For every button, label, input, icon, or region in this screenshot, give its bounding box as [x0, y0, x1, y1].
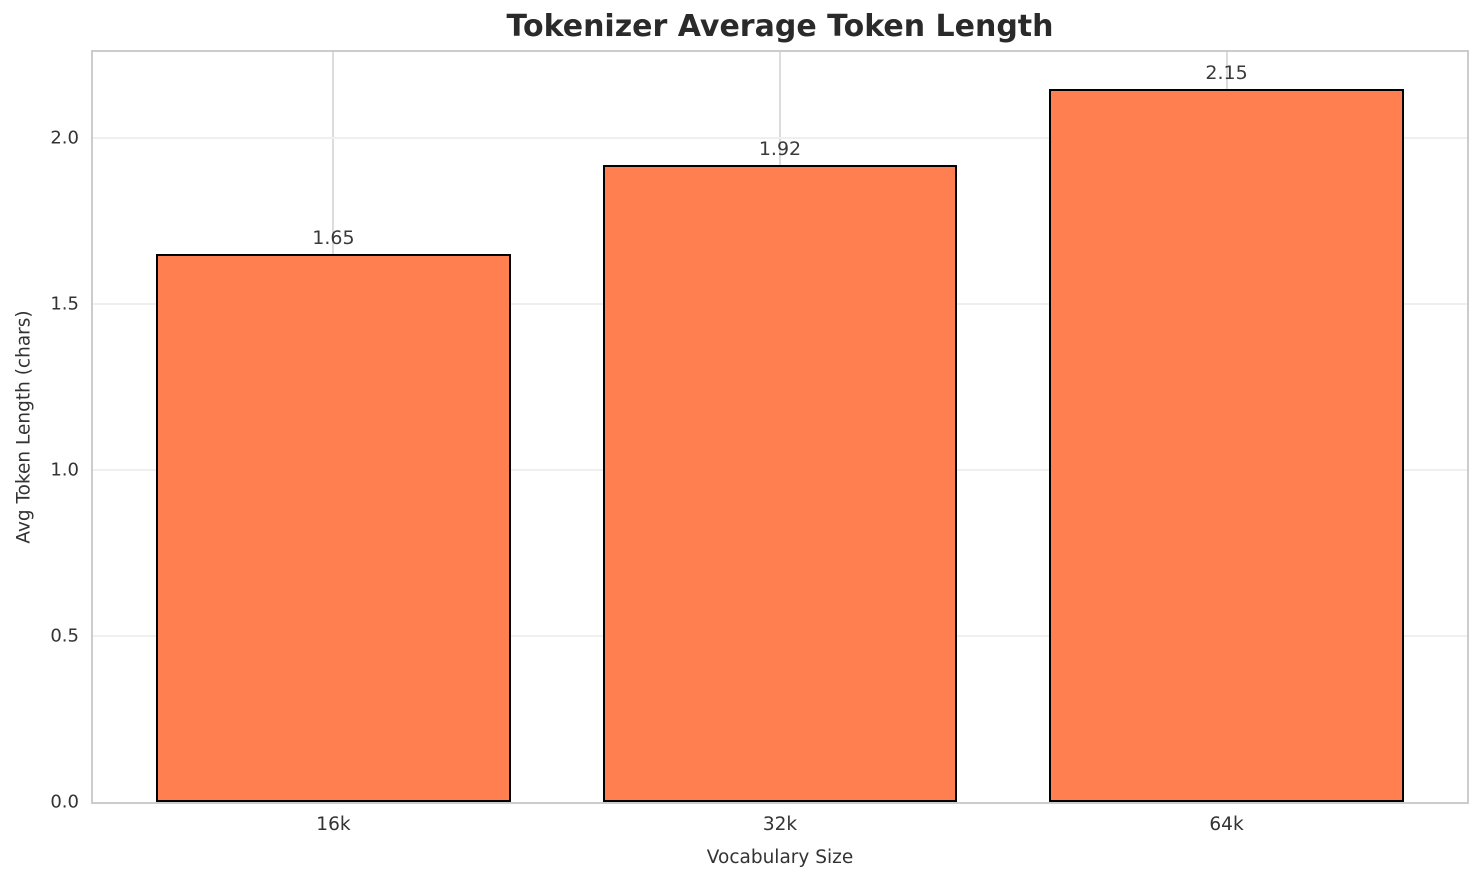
y-tick-label: 1.5: [50, 293, 79, 315]
chart-title: Tokenizer Average Token Length: [506, 9, 1054, 44]
y-tick-label: 1.0: [50, 459, 79, 481]
x-axis-label: Vocabulary Size: [706, 847, 854, 868]
y-axis-label-text: Avg Token Length (chars): [13, 310, 35, 544]
bar-value-label: 2.15: [1205, 61, 1248, 84]
x-tick-label-64k: 64k: [1209, 814, 1244, 835]
bar-value-label: 1.92: [758, 137, 802, 160]
gridline-h: [93, 137, 1467, 140]
y-tick-label: 0.0: [50, 791, 79, 813]
bar-16k: [156, 254, 511, 802]
x-tick-label-32k: 32k: [762, 814, 798, 835]
bar-32k: [602, 164, 958, 802]
bar-value-label: 1.65: [312, 227, 355, 250]
plot-area: 1.65 1.92 2.15: [91, 50, 1469, 804]
x-tick-label-16k: 16k: [316, 814, 351, 835]
y-tick-label: 0.5: [50, 625, 79, 647]
y-tick-label: 2.0: [50, 127, 79, 149]
bar-64k: [1049, 88, 1404, 802]
